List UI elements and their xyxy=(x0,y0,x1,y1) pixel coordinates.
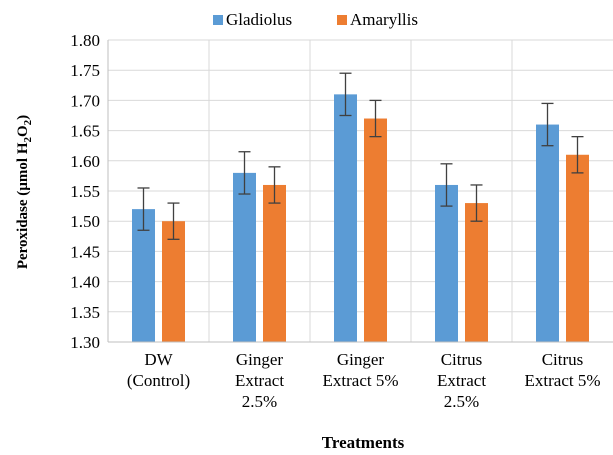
y-tick-label: 1.70 xyxy=(70,91,100,110)
y-tick-label: 1.65 xyxy=(70,122,100,141)
error-bars xyxy=(137,72,584,240)
x-axis-title: Treatments xyxy=(322,433,405,452)
bar-gladiolus xyxy=(536,124,559,342)
x-tick-label: Ginger Extract 5% xyxy=(323,350,399,390)
x-tick-labels: DW (Control) Ginger Extract 2.5% Ginger Extrac… xyxy=(127,350,601,411)
y-tick-label: 1.60 xyxy=(70,152,100,171)
legend-label-gladiolus: Gladiolus xyxy=(226,10,292,29)
y-tick-label: 1.40 xyxy=(70,273,100,292)
legend-swatch-gladiolus xyxy=(213,15,223,25)
bar-gladiolus xyxy=(334,94,357,342)
bars xyxy=(132,94,589,343)
y-tick-label: 1.50 xyxy=(70,212,100,231)
gridlines xyxy=(108,39,613,342)
y-tick-label: 1.75 xyxy=(70,61,100,80)
x-tick-label: Citrus Extract 2.5% xyxy=(437,350,486,411)
bar-amaryllis xyxy=(162,221,185,342)
y-tick-label: 1.55 xyxy=(70,182,100,201)
y-tick-labels: 1.30 1.35 1.40 1.45 1.50 1.55 1.60 1.65 1.70 1.75… xyxy=(70,31,100,352)
bar-gladiolus xyxy=(233,172,256,342)
x-tick-label: Citrus Extract 5% xyxy=(525,350,601,390)
y-axis-title: Peroxidase (µmol H2O2) xyxy=(15,115,34,269)
x-tick-label: Ginger Extract 2.5% xyxy=(235,350,284,411)
axes xyxy=(107,40,613,343)
legend-label-amaryllis: Amaryllis xyxy=(350,10,418,29)
bar-gladiolus xyxy=(435,184,458,342)
y-tick-label: 1.30 xyxy=(70,333,100,352)
bar-amaryllis xyxy=(566,154,589,342)
legend-swatch-amaryllis xyxy=(337,15,347,25)
bar-gladiolus xyxy=(132,209,155,342)
legend: Gladiolus Amaryllis xyxy=(213,10,418,29)
y-tick-label: 1.35 xyxy=(70,303,100,322)
y-tick-label: 1.80 xyxy=(70,31,100,50)
bar-amaryllis xyxy=(364,118,387,343)
y-tick-label: 1.45 xyxy=(70,242,100,261)
bar-amaryllis xyxy=(465,203,488,342)
x-tick-label: DW (Control) xyxy=(127,350,190,390)
bar-amaryllis xyxy=(263,184,286,342)
